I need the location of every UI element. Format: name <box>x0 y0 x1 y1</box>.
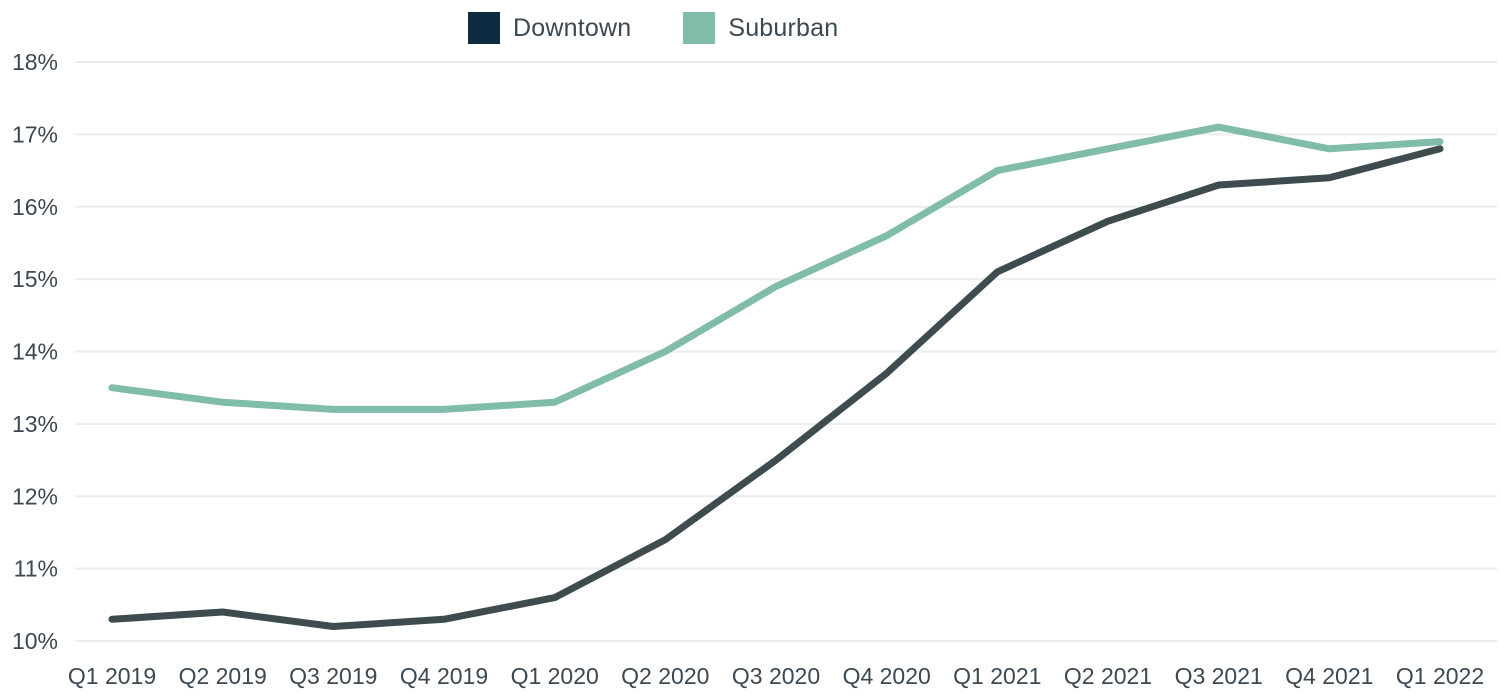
x-axis-tick-label: Q4 2020 <box>843 663 931 689</box>
y-axis-tick-label: 14% <box>12 339 58 365</box>
x-axis-tick-label: Q3 2021 <box>1175 663 1263 689</box>
y-axis-tick-label: 10% <box>12 628 58 654</box>
x-axis-tick-label: Q1 2021 <box>953 663 1041 689</box>
x-axis-tick-label: Q1 2022 <box>1396 663 1484 689</box>
y-axis-tick-label: 17% <box>12 121 58 147</box>
y-axis-tick-label: 15% <box>12 266 58 292</box>
legend-item-suburban: Suburban <box>683 12 838 44</box>
x-axis-tick-label: Q2 2020 <box>621 663 709 689</box>
legend-label-downtown: Downtown <box>513 13 632 42</box>
x-axis-tick-label: Q4 2021 <box>1285 663 1373 689</box>
x-axis-tick-label: Q2 2019 <box>179 663 267 689</box>
legend-swatch-suburban <box>683 12 716 44</box>
y-axis-tick-label: 18% <box>12 49 58 75</box>
y-axis-tick-label: 11% <box>14 556 58 582</box>
x-axis-tick-label: Q1 2020 <box>511 663 599 689</box>
x-axis-tick-label: Q1 2019 <box>68 663 156 689</box>
series-line-downtown <box>108 145 1444 630</box>
legend-item-downtown: Downtown <box>468 12 631 44</box>
x-axis-tick-label: Q2 2021 <box>1064 663 1152 689</box>
legend-swatch-downtown <box>468 12 500 44</box>
x-axis-tick-label: Q4 2019 <box>400 663 488 689</box>
chart-legend: Downtown Suburban <box>468 12 838 44</box>
x-axis-tick-label: Q3 2020 <box>732 663 820 689</box>
y-axis-tick-label: 16% <box>12 194 58 220</box>
y-axis-tick-label: 12% <box>12 483 58 509</box>
y-axis-tick-label: 13% <box>12 411 58 437</box>
legend-label-suburban: Suburban <box>728 13 839 42</box>
series-line-suburban <box>108 123 1444 413</box>
x-axis-tick-label: Q3 2019 <box>289 663 377 689</box>
